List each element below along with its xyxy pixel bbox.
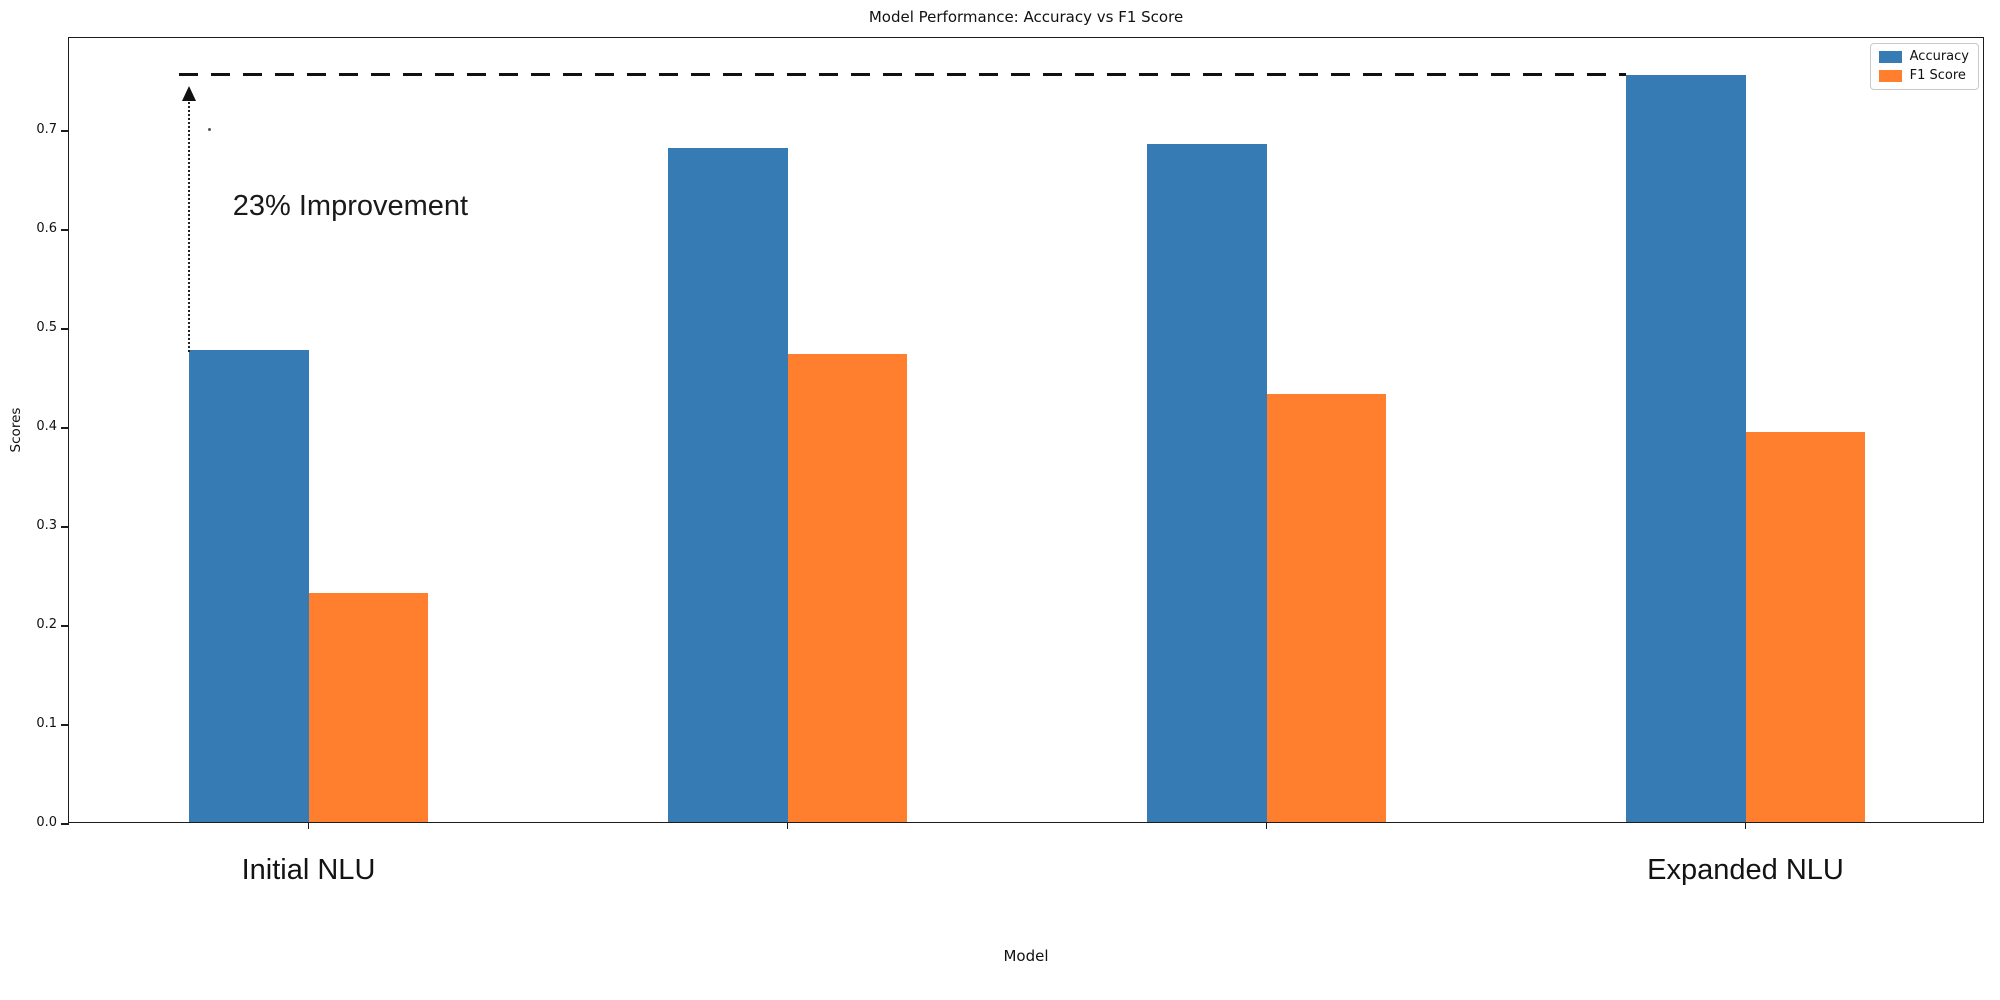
- y-tick-label: 0.3: [36, 518, 57, 534]
- bar-accuracy-1: [667, 147, 788, 822]
- y-tick-label: 0.2: [36, 617, 57, 632]
- y-tick-mark: [61, 823, 69, 825]
- legend-label: F1 Score: [1909, 68, 1966, 83]
- improvement-arrow: [187, 97, 190, 352]
- y-tick-label: 0.1: [36, 716, 57, 731]
- legend-item-f1-score: F1 Score: [1878, 68, 1969, 83]
- x-tick-mark: [1265, 822, 1268, 829]
- bar-f1-score-0: [308, 593, 429, 822]
- x-tick-label-0: Initial NLU: [241, 854, 376, 886]
- annotation-dot: [207, 128, 211, 132]
- y-tick-label: 0.0: [36, 815, 57, 830]
- bar-f1-score-1: [787, 353, 908, 822]
- bar-accuracy-2: [1146, 143, 1267, 822]
- y-tick-mark: [61, 625, 69, 627]
- y-tick-label: 0.6: [36, 221, 57, 237]
- x-tick-mark: [1744, 822, 1747, 829]
- x-axis-label: Model: [1003, 947, 1049, 965]
- bar-accuracy-3: [1625, 74, 1746, 822]
- y-tick-mark: [61, 328, 69, 330]
- chart-title: Model Performance: Accuracy vs F1 Score: [868, 8, 1184, 26]
- y-tick-label: 0.7: [36, 122, 57, 138]
- y-axis-label: Scores: [8, 407, 24, 453]
- y-tick-mark: [61, 229, 69, 231]
- improvement-label: 23% Improvement: [232, 190, 469, 222]
- x-tick-mark: [786, 822, 789, 829]
- legend-item-accuracy: Accuracy: [1878, 49, 1969, 64]
- y-tick-mark: [61, 724, 69, 726]
- dashed-reference-line: [179, 72, 1626, 77]
- accuracy-swatch-icon: [1878, 50, 1902, 63]
- f1-score-swatch-icon: [1878, 69, 1902, 82]
- plot-area: 0.0 0.1 0.2 0.3 0.4 0.5 0.6 0.7 Initial NLU Expan…: [36, 37, 1984, 886]
- y-tick-mark: [61, 526, 69, 528]
- bar-accuracy-0: [188, 349, 309, 822]
- legend: Accuracy F1 Score: [1869, 43, 1979, 90]
- x-tick-mark: [307, 822, 310, 829]
- legend-label: Accuracy: [1909, 49, 1969, 64]
- y-tick-label: 0.4: [36, 419, 57, 435]
- y-tick-label: 0.5: [36, 320, 57, 336]
- improvement-arrow-head-icon: [181, 86, 196, 102]
- y-tick-mark: [61, 130, 69, 132]
- x-tick-label-3: Expanded NLU: [1647, 854, 1844, 886]
- y-tick-mark: [61, 427, 69, 429]
- bar-f1-score-2: [1266, 394, 1387, 822]
- bar-f1-score-3: [1745, 431, 1866, 822]
